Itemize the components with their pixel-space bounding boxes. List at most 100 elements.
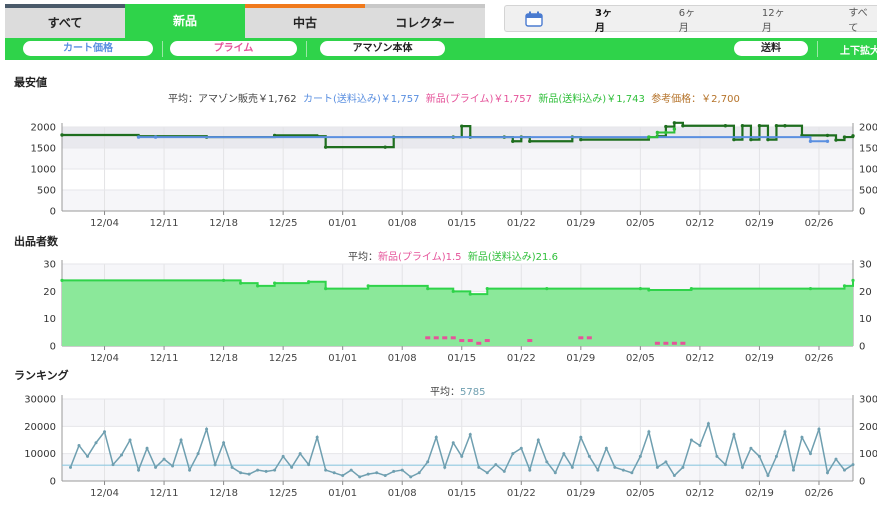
y-tick-label-left: 1500	[31, 144, 56, 155]
data-point	[332, 471, 336, 475]
y-tick-label-left: 10000	[24, 449, 56, 460]
data-point	[774, 124, 779, 128]
data-point	[664, 130, 668, 135]
grid-band	[62, 148, 853, 169]
y-tick-label-right: 0	[859, 477, 865, 488]
avg-rank: 5785	[460, 387, 486, 398]
data-point	[723, 463, 727, 467]
data-point	[655, 465, 659, 469]
period-12-months[interactable]: 12ヶ月	[761, 7, 785, 34]
vertical-zoom-toggle[interactable]: 上下拡大	[840, 46, 877, 57]
avg-label: 平均：	[430, 387, 460, 398]
grid-band	[62, 453, 853, 481]
data-point	[162, 457, 166, 461]
data-point	[426, 460, 430, 464]
x-tick-label: 12/18	[209, 218, 238, 229]
data-point	[825, 133, 830, 138]
data-point	[842, 284, 847, 288]
tab-new[interactable]: 新品	[125, 4, 245, 38]
data-point	[230, 465, 234, 469]
data-point	[647, 135, 651, 139]
data-point	[511, 452, 515, 456]
data-point	[137, 468, 141, 472]
data-point	[851, 134, 855, 138]
prime-toggle[interactable]: プライム	[170, 41, 297, 56]
data-point	[732, 137, 736, 142]
data-point	[851, 278, 855, 282]
data-point	[570, 135, 575, 139]
period-all[interactable]: すべて	[848, 7, 868, 34]
data-point	[800, 133, 804, 138]
data-point	[579, 435, 583, 439]
prime-seller-mark	[467, 339, 473, 343]
data-point	[239, 471, 243, 475]
data-point	[536, 438, 540, 442]
data-point	[86, 454, 90, 458]
x-tick-label: 02/12	[685, 353, 714, 364]
x-tick-label: 02/12	[685, 488, 714, 499]
data-point	[315, 134, 319, 138]
period-6-months[interactable]: 6ヶ月	[678, 7, 696, 34]
data-point	[222, 441, 226, 445]
data-point	[681, 124, 685, 128]
data-point	[273, 468, 277, 472]
x-tick-label: 01/29	[566, 488, 595, 499]
data-point	[247, 472, 251, 476]
filter-divider	[162, 41, 163, 57]
y-tick-label-right: 500	[859, 186, 877, 197]
calendar-icon[interactable]	[525, 11, 543, 27]
price-line	[648, 129, 676, 139]
tab-used[interactable]: 中古	[245, 4, 365, 38]
tab-all[interactable]: すべて	[5, 4, 125, 38]
data-point	[366, 472, 370, 476]
series-2	[136, 135, 830, 143]
condition-tabs: すべて 新品 中古 コレクター	[5, 4, 485, 38]
y-tick-label-right: 10	[859, 314, 872, 325]
y-tick-label-right: 20	[859, 287, 872, 298]
data-point	[256, 284, 260, 288]
avg-cart: カート(送料込み)￥1,757	[303, 94, 420, 105]
data-point	[213, 463, 217, 467]
y-tick-label-left: 20000	[24, 422, 56, 433]
tab-collector[interactable]: コレクター	[365, 4, 485, 38]
amazon-toggle[interactable]: アマゾン本体	[320, 41, 445, 56]
shipping-toggle[interactable]: 送料	[734, 41, 808, 56]
data-point	[825, 139, 830, 143]
data-point	[672, 121, 677, 125]
data-point	[60, 133, 64, 137]
x-tick-label: 01/08	[388, 488, 417, 499]
data-point	[655, 130, 660, 135]
sellers-section-title: 出品者数	[14, 235, 58, 248]
chart-panel-2: 12/04 12/11 12/18 12/25 01/01 01/08 01/15 01/22…	[43, 260, 871, 365]
data-point	[400, 468, 404, 472]
series-2	[425, 336, 686, 345]
data-point	[545, 287, 549, 291]
data-point	[434, 435, 438, 439]
data-point	[485, 287, 489, 291]
data-point	[171, 464, 175, 468]
rank-line	[69, 421, 854, 478]
cart-price-toggle[interactable]: カート価格	[23, 41, 153, 56]
x-tick-label: 01/22	[507, 218, 536, 229]
avg-new-sellers: 新品(送料込み)21.6	[467, 252, 558, 263]
data-point	[749, 446, 753, 450]
data-point	[613, 465, 617, 469]
data-point	[256, 468, 260, 472]
data-point	[341, 474, 345, 478]
data-point	[222, 278, 226, 282]
y-tick-label-right: 0	[859, 342, 865, 353]
data-point	[647, 430, 651, 434]
prime-seller-mark	[476, 341, 482, 345]
data-point	[681, 465, 685, 469]
rank-section-title: ランキング	[14, 369, 69, 382]
data-point	[842, 135, 847, 139]
period-3-months[interactable]: 3ヶ月	[595, 7, 612, 34]
data-point	[511, 139, 515, 143]
y-tick-label-left: 30000	[24, 395, 56, 406]
data-point	[783, 124, 787, 128]
series-3	[647, 127, 677, 139]
data-point	[460, 454, 464, 458]
data-point	[349, 468, 353, 472]
data-point	[740, 465, 744, 469]
data-point	[120, 453, 124, 457]
